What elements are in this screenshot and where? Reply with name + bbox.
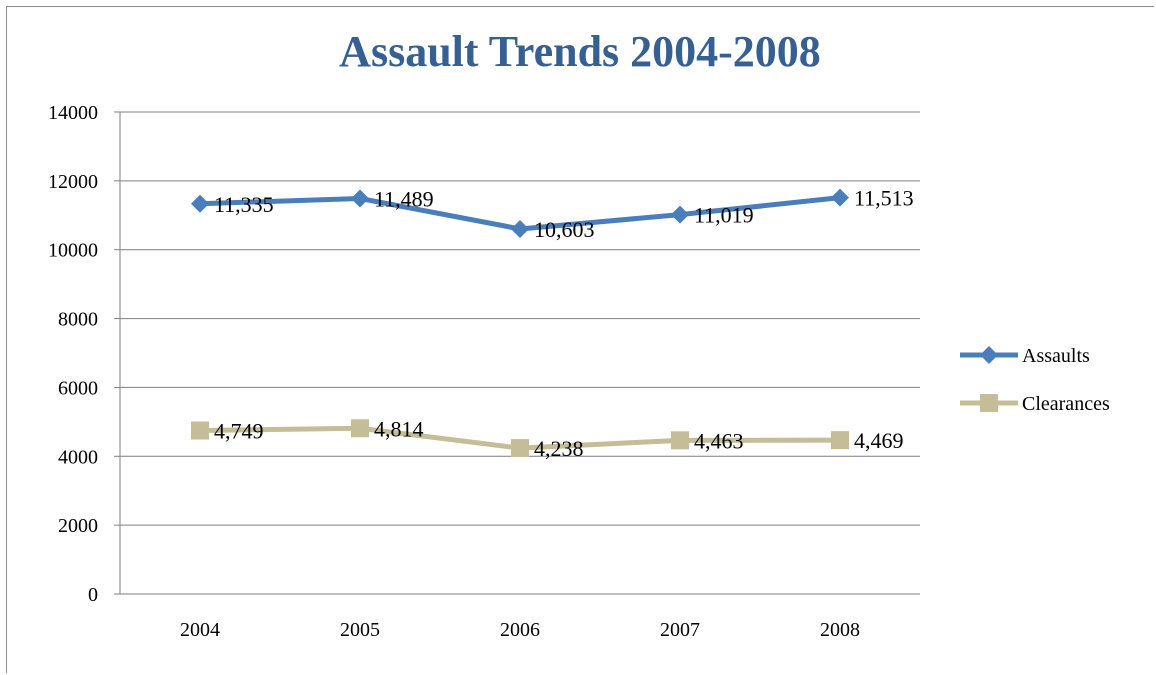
- clearances-data-label: 4,469: [854, 428, 904, 453]
- clearances-point: [831, 431, 849, 450]
- gridlines: [114, 111, 920, 595]
- y-tick-label: 4000: [58, 446, 98, 468]
- assaults-data-label: 11,489: [374, 186, 434, 211]
- x-tick-label: 2008: [820, 619, 860, 641]
- assaults-data-label: 11,335: [214, 192, 274, 217]
- y-tick-label: 6000: [58, 377, 98, 399]
- clearances-point: [671, 431, 689, 450]
- y-axis-ticks: 0 2000 4000 6000 8000 10000 12000 14000: [48, 102, 98, 606]
- assaults-point: [511, 219, 529, 238]
- legend-label: Clearances: [1022, 393, 1110, 415]
- clearances-point: [191, 421, 209, 440]
- y-tick-label: 2000: [58, 515, 98, 537]
- chart-frame: [6, 6, 1154, 673]
- clearances-data-label: 4,463: [694, 428, 744, 453]
- legend: Assaults Clearances: [960, 345, 1110, 415]
- x-tick-label: 2005: [340, 619, 380, 641]
- clearances-data-label: 4,749: [214, 418, 264, 443]
- y-tick-label: 8000: [58, 309, 98, 331]
- legend-marker: [980, 346, 998, 364]
- assaults-data-label: 10,603: [534, 217, 595, 242]
- assaults-point: [351, 189, 369, 208]
- clearances-data-label: 4,814: [374, 416, 424, 441]
- clearances-point: [351, 419, 369, 438]
- y-tick-label: 0: [88, 584, 98, 606]
- x-axis: 2004 2005 2006 2007 2008: [119, 112, 920, 641]
- legend-marker: [980, 394, 998, 412]
- series-group: 11,335 11,489 10,603 11,019 11,513 4,749 4,814…: [191, 186, 914, 461]
- y-tick-label: 12000: [48, 171, 98, 193]
- assaults-data-label: 11,019: [694, 203, 754, 228]
- clearances-point: [511, 439, 529, 458]
- x-tick-label: 2006: [500, 619, 540, 641]
- y-tick-label: 10000: [48, 240, 98, 262]
- y-tick-label: 14000: [48, 102, 98, 124]
- clearances-data-label: 4,238: [534, 436, 584, 461]
- x-tick-label: 2007: [660, 619, 700, 641]
- legend-label: Assaults: [1022, 345, 1090, 367]
- assaults-point: [191, 194, 209, 213]
- assaults-point: [831, 188, 849, 207]
- assaults-point: [671, 205, 689, 224]
- chart-title: Assault Trends 2004-2008: [339, 27, 821, 76]
- assaults-data-label: 11,513: [854, 186, 914, 211]
- x-tick-label: 2004: [180, 619, 220, 641]
